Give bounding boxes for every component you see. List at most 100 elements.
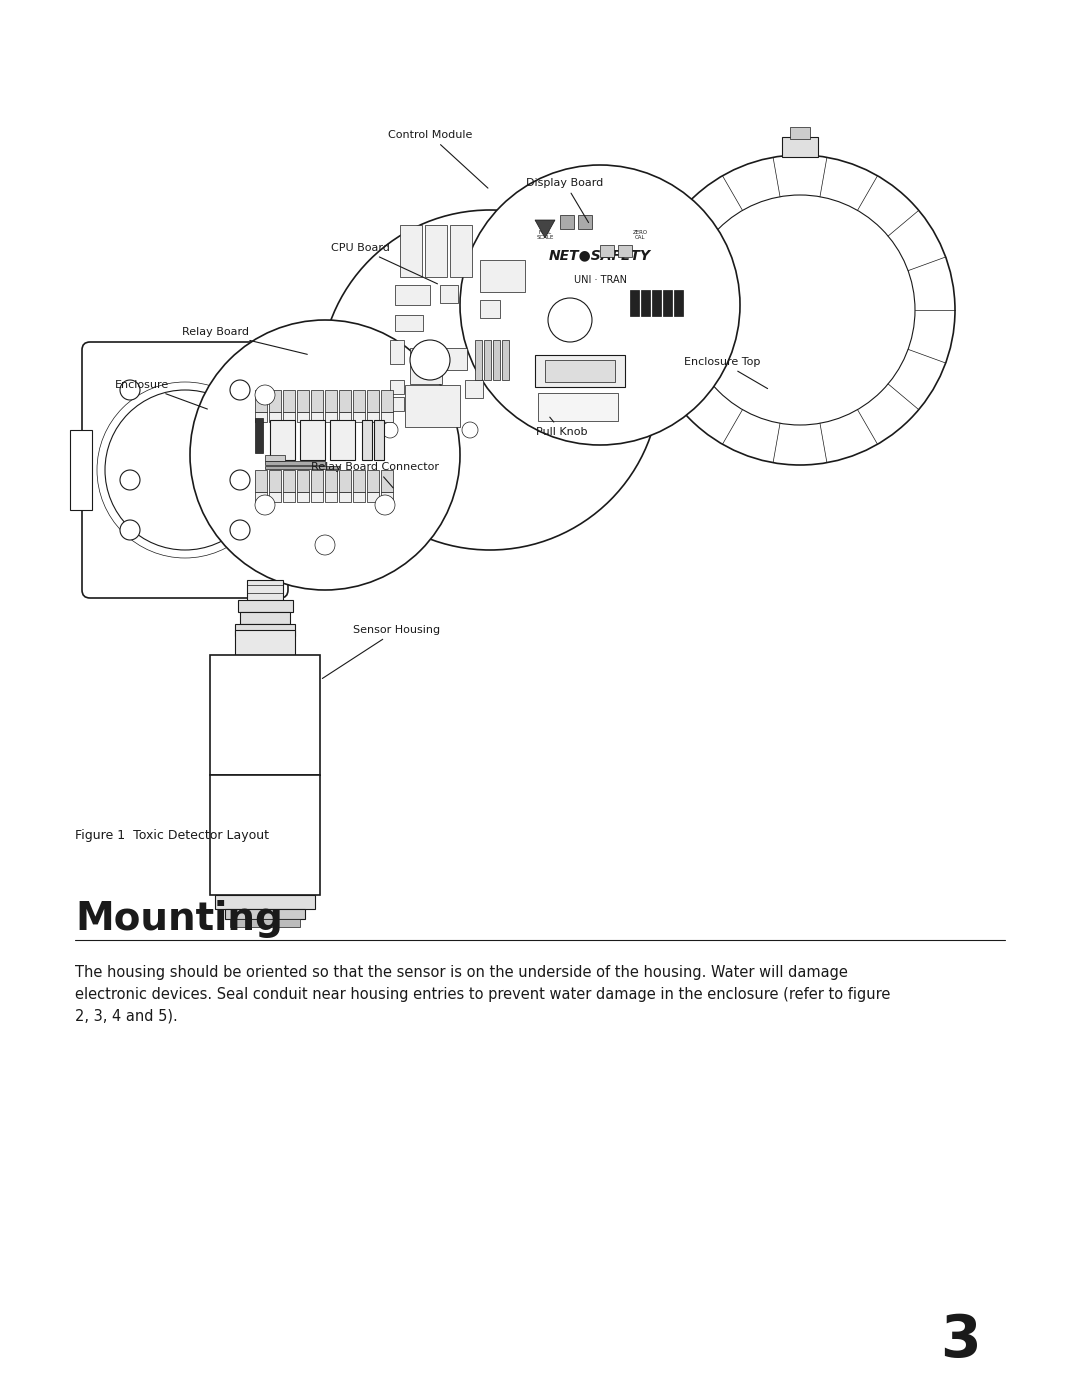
Polygon shape — [300, 420, 325, 460]
Polygon shape — [311, 469, 323, 492]
Ellipse shape — [375, 495, 395, 515]
Polygon shape — [465, 380, 483, 398]
Polygon shape — [381, 469, 393, 492]
Polygon shape — [255, 418, 264, 453]
Polygon shape — [210, 775, 320, 895]
Polygon shape — [630, 291, 639, 316]
Polygon shape — [390, 380, 404, 394]
Polygon shape — [255, 492, 267, 502]
Polygon shape — [235, 630, 295, 655]
Text: Display Board: Display Board — [526, 177, 604, 222]
Polygon shape — [265, 467, 340, 469]
Text: Mounting: Mounting — [75, 900, 283, 937]
Text: Relay Board: Relay Board — [181, 327, 308, 355]
Polygon shape — [353, 469, 365, 492]
Polygon shape — [339, 390, 351, 412]
Polygon shape — [325, 412, 337, 422]
Ellipse shape — [645, 155, 955, 465]
Polygon shape — [535, 355, 625, 387]
Polygon shape — [297, 390, 309, 412]
Text: Relay Board Connector: Relay Board Connector — [311, 462, 438, 488]
Polygon shape — [561, 215, 573, 229]
Text: Enclosure Top: Enclosure Top — [684, 358, 768, 388]
Polygon shape — [269, 412, 281, 422]
Ellipse shape — [548, 298, 592, 342]
Polygon shape — [502, 339, 509, 380]
Text: UNI · TRAN: UNI · TRAN — [573, 275, 626, 285]
Polygon shape — [480, 300, 500, 319]
Polygon shape — [410, 348, 442, 384]
Polygon shape — [367, 469, 379, 492]
Polygon shape — [400, 225, 422, 277]
Text: NET●SAFETY: NET●SAFETY — [549, 249, 651, 263]
Polygon shape — [652, 291, 661, 316]
Polygon shape — [381, 412, 393, 422]
Polygon shape — [353, 412, 365, 422]
Polygon shape — [275, 500, 305, 560]
Ellipse shape — [685, 196, 915, 425]
Polygon shape — [492, 339, 500, 380]
Polygon shape — [238, 599, 293, 612]
Polygon shape — [311, 390, 323, 412]
Ellipse shape — [120, 469, 140, 490]
Text: Figure 1  Toxic Detector Layout: Figure 1 Toxic Detector Layout — [75, 828, 269, 841]
Polygon shape — [255, 469, 267, 492]
Ellipse shape — [230, 520, 249, 541]
Polygon shape — [353, 390, 365, 412]
Polygon shape — [390, 339, 404, 365]
Polygon shape — [311, 492, 323, 502]
Polygon shape — [480, 260, 525, 292]
Polygon shape — [283, 492, 295, 502]
Polygon shape — [269, 492, 281, 502]
Polygon shape — [297, 412, 309, 422]
Ellipse shape — [105, 390, 265, 550]
Polygon shape — [445, 348, 467, 370]
Text: Control Module: Control Module — [388, 130, 488, 189]
Polygon shape — [325, 469, 337, 492]
Polygon shape — [395, 285, 430, 305]
Polygon shape — [578, 215, 592, 229]
Polygon shape — [255, 390, 267, 412]
Polygon shape — [339, 412, 351, 422]
Polygon shape — [339, 469, 351, 492]
Polygon shape — [311, 412, 323, 422]
Polygon shape — [325, 390, 337, 412]
Text: The housing should be oriented so that the sensor is on the underside of the hou: The housing should be oriented so that t… — [75, 965, 890, 1023]
Text: Sensor Housing: Sensor Housing — [322, 624, 441, 679]
Polygon shape — [381, 390, 393, 412]
Ellipse shape — [120, 380, 140, 400]
Polygon shape — [283, 469, 295, 492]
Text: FULL
SCALE: FULL SCALE — [537, 229, 554, 240]
Polygon shape — [270, 420, 295, 460]
Ellipse shape — [320, 210, 660, 550]
Polygon shape — [265, 461, 325, 465]
Polygon shape — [265, 455, 285, 461]
Polygon shape — [789, 127, 810, 138]
Polygon shape — [545, 360, 615, 381]
Text: 3: 3 — [940, 1312, 981, 1369]
Polygon shape — [450, 225, 472, 277]
Polygon shape — [297, 469, 309, 492]
Text: Pull Knob: Pull Knob — [537, 418, 588, 437]
Polygon shape — [367, 412, 379, 422]
Polygon shape — [484, 339, 491, 380]
Polygon shape — [782, 137, 818, 156]
Polygon shape — [330, 420, 355, 460]
Polygon shape — [240, 612, 291, 624]
FancyBboxPatch shape — [82, 342, 288, 598]
Polygon shape — [235, 624, 295, 636]
Polygon shape — [210, 655, 320, 775]
Polygon shape — [618, 244, 632, 257]
Polygon shape — [70, 430, 92, 510]
Polygon shape — [297, 492, 309, 502]
Polygon shape — [405, 386, 460, 427]
Ellipse shape — [462, 422, 478, 439]
Polygon shape — [426, 225, 447, 277]
Polygon shape — [381, 492, 393, 502]
Polygon shape — [674, 291, 683, 316]
Ellipse shape — [410, 339, 450, 380]
Ellipse shape — [382, 422, 399, 439]
Polygon shape — [339, 492, 351, 502]
Text: ZERO
CAL: ZERO CAL — [633, 229, 648, 240]
Text: CPU Board: CPU Board — [330, 243, 437, 284]
